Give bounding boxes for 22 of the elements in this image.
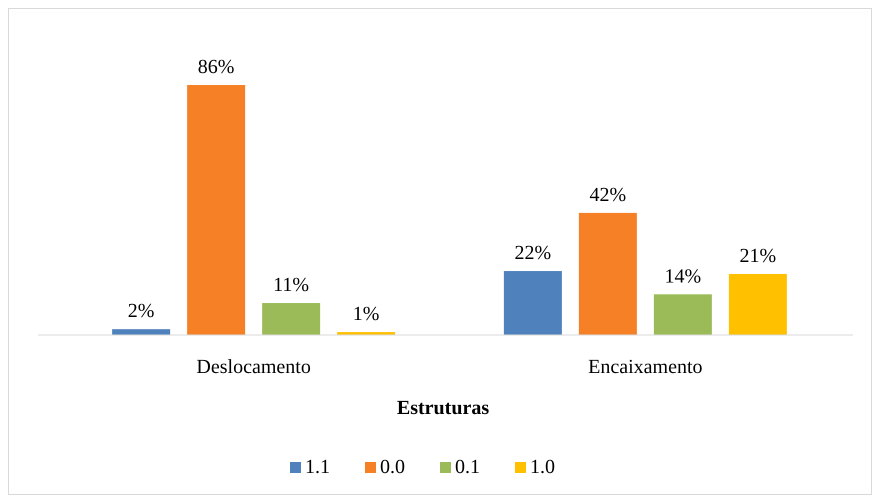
legend-label: 1.0 <box>530 456 555 478</box>
bar <box>187 85 246 335</box>
bar <box>578 212 637 335</box>
x-tick-label: Deslocamento <box>196 356 311 378</box>
data-label: 22% <box>514 242 552 264</box>
data-label: 2% <box>128 300 154 322</box>
bar <box>112 329 170 335</box>
data-label: 14% <box>664 265 702 288</box>
data-label: 11% <box>273 274 310 296</box>
data-label: 86% <box>198 56 234 78</box>
x-axis-title: Estruturas <box>396 397 490 419</box>
x-tick-label: Encaixamento <box>588 356 703 378</box>
bar <box>728 274 787 335</box>
legend-label: 0.1 <box>455 456 480 478</box>
legend-label: 1.1 <box>305 456 330 478</box>
bar <box>504 271 562 335</box>
data-label: 42% <box>590 184 626 206</box>
legend-label: 0.0 <box>380 456 405 478</box>
data-label: 1% <box>352 303 380 326</box>
bar <box>654 294 712 335</box>
bar <box>262 303 320 335</box>
data-label: 21% <box>740 244 776 267</box>
